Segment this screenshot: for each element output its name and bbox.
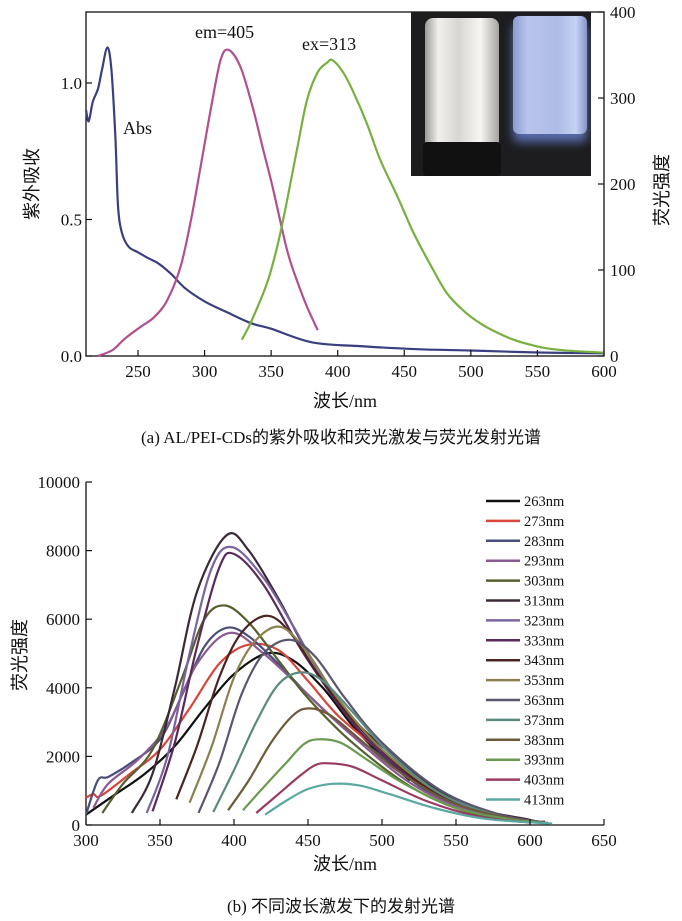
- y-left-tick-label: 1.0: [61, 74, 82, 93]
- legend-label: 313nm: [524, 594, 565, 610]
- panel-a-ticks: 250 300 350 400 450 500 550 600 0.0 0.5 1.0 0 100 200…: [61, 3, 636, 381]
- y-tick-label: 4000: [46, 679, 80, 698]
- panel-a-xlabel: 波长/nm: [313, 391, 377, 411]
- panel-b-ylabel: 荧光强度: [10, 619, 30, 691]
- legend-label: 353nm: [524, 673, 565, 689]
- y-tick-label: 8000: [46, 542, 80, 561]
- y-right-tick-label: 0: [610, 347, 619, 366]
- x-tick-label: 650: [591, 831, 617, 850]
- y-tick-label: 10000: [38, 473, 81, 492]
- y-right-tick-label: 300: [610, 89, 636, 108]
- panel-b-caption: (b) 不同波长激发下的发射光谱: [227, 897, 455, 916]
- x-tick-label: 300: [73, 831, 99, 850]
- legend-label: 273nm: [524, 514, 565, 530]
- legend-label: 323nm: [524, 613, 565, 629]
- x-tick-label: 350: [147, 831, 173, 850]
- legend: 263nm 273nm 283nm 293nm 303nm 313nm 323nm 333nm…: [486, 494, 565, 809]
- x-tick-label: 500: [458, 362, 484, 381]
- series-line-373nm: [212, 671, 548, 825]
- legend-label: 383nm: [524, 733, 565, 749]
- series-line-363nm: [197, 638, 545, 824]
- x-tick-label: 400: [325, 362, 351, 381]
- series-line-383nm: [227, 707, 548, 825]
- annotation-emission: ex=313: [302, 34, 356, 54]
- series-line-313nm: [130, 532, 545, 824]
- x-tick-label: 500: [369, 831, 395, 850]
- x-tick-label: 600: [517, 831, 543, 850]
- series-line-emission: [240, 58, 605, 354]
- series-line-293nm: [92, 631, 531, 823]
- y-right-tick-label: 200: [610, 175, 636, 194]
- x-tick-label: 550: [443, 831, 469, 850]
- x-tick-label: 450: [392, 362, 418, 381]
- series-line-excitation: [97, 48, 319, 358]
- panel-b-ticks: 300 350 400 450 500 550 600 650 0 2000 4000 6000 800…: [38, 473, 617, 850]
- legend-label: 403nm: [524, 773, 565, 789]
- y-left-tick-label: 0.0: [61, 347, 82, 366]
- series-line-263nm: [85, 651, 411, 816]
- legend-label: 343nm: [524, 653, 565, 669]
- legend-label: 283nm: [524, 534, 565, 550]
- inset-photo-vials: [411, 12, 591, 176]
- x-tick-label: 300: [192, 362, 218, 381]
- vial-cap: [423, 142, 501, 176]
- y-right-tick-label: 100: [610, 261, 636, 280]
- panel-b-series: [84, 532, 553, 825]
- panel-a-series: [85, 46, 605, 358]
- panel-b: 300 350 400 450 500 550 600 650 0 2000 4000 6000 800…: [10, 473, 617, 916]
- panel-b-xlabel: 波长/nm: [313, 854, 377, 874]
- series-line-413nm: [264, 782, 553, 825]
- x-tick-label: 250: [125, 362, 151, 381]
- series-line-393nm: [242, 738, 548, 825]
- series-line-303nm: [101, 604, 531, 824]
- series-line-403nm: [255, 762, 531, 824]
- x-tick-label: 350: [258, 362, 284, 381]
- legend-label: 293nm: [524, 554, 565, 570]
- y-tick-label: 2000: [46, 747, 80, 766]
- vial-uv-fluorescent: [513, 16, 587, 134]
- vial-daylight: [423, 18, 501, 176]
- x-tick-label: 600: [591, 362, 617, 381]
- y-tick-label: 6000: [46, 610, 80, 629]
- legend-label: 363nm: [524, 693, 565, 709]
- y-right-tick-label: 400: [610, 3, 636, 22]
- legend-label: 413nm: [524, 793, 565, 809]
- x-tick-label: 550: [525, 362, 551, 381]
- legend-label: 263nm: [524, 494, 565, 510]
- legend-label: 333nm: [524, 633, 565, 649]
- panel-a: 250 300 350 400 450 500 550 600 0.0 0.5 1.0 0 100 200…: [22, 3, 672, 447]
- x-tick-label: 450: [295, 831, 321, 850]
- legend-label: 393nm: [524, 753, 565, 769]
- y-tick-label: 0: [72, 816, 81, 835]
- y-left-tick-label: 0.5: [61, 211, 82, 230]
- panel-a-ylabel-right: 荧光强度: [652, 154, 672, 226]
- annotation-abs: Abs: [123, 118, 152, 138]
- panel-a-caption: (a) AL/PEI-CDs的紫外吸收和荧光激发与荧光发射光谱: [141, 428, 541, 447]
- legend-label: 303nm: [524, 574, 565, 590]
- series-line-abs: [85, 46, 605, 355]
- x-tick-label: 400: [221, 831, 247, 850]
- series-line-353nm: [188, 625, 548, 824]
- series-line-333nm: [151, 551, 531, 822]
- annotation-excitation: em=405: [195, 22, 254, 42]
- legend-label: 373nm: [524, 713, 565, 729]
- panel-a-ylabel-left: 紫外吸收: [22, 148, 42, 220]
